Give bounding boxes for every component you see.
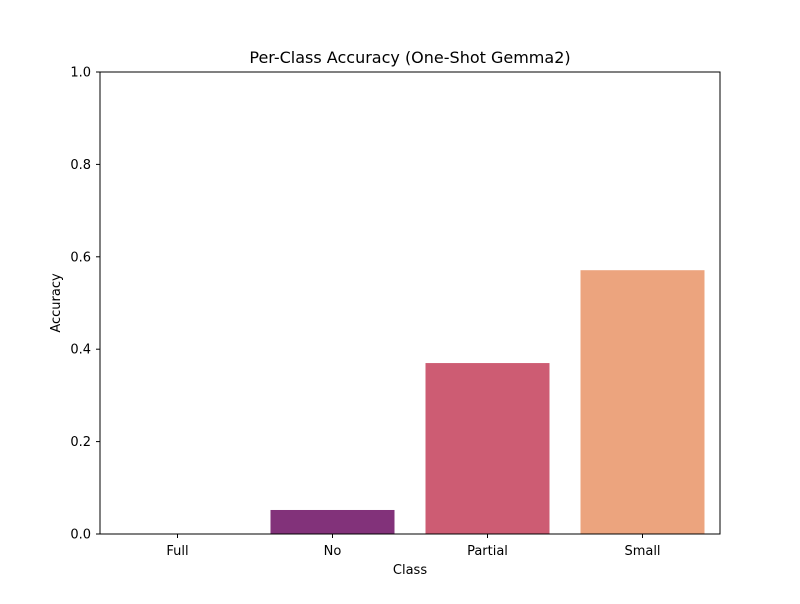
y-tick-label: 0.4 <box>70 343 91 358</box>
y-tick-label: 0.8 <box>70 158 91 173</box>
x-axis: Full No Partial Small <box>166 534 661 559</box>
x-tick-label: Full <box>166 544 188 559</box>
chart-title: Per-Class Accuracy (One-Shot Gemma2) <box>249 48 570 67</box>
x-axis-label: Class <box>393 563 427 578</box>
plot-frame <box>99 71 721 535</box>
bars-layer <box>270 270 705 534</box>
bar-partial <box>425 363 550 534</box>
y-tick-label: 0.2 <box>70 435 91 450</box>
x-tick-label: Small <box>624 544 660 559</box>
y-axis: 0.0 0.2 0.4 0.6 0.8 1.0 <box>70 66 100 543</box>
x-tick-label: Partial <box>467 544 508 559</box>
y-tick-label: 1.0 <box>70 66 91 81</box>
x-tick-label: No <box>324 544 342 559</box>
y-tick-label: 0.6 <box>70 250 91 265</box>
bar-no <box>270 509 395 534</box>
y-axis-label: Accuracy <box>49 273 64 333</box>
y-tick-label: 0.0 <box>70 528 91 543</box>
bar-small <box>580 270 705 534</box>
